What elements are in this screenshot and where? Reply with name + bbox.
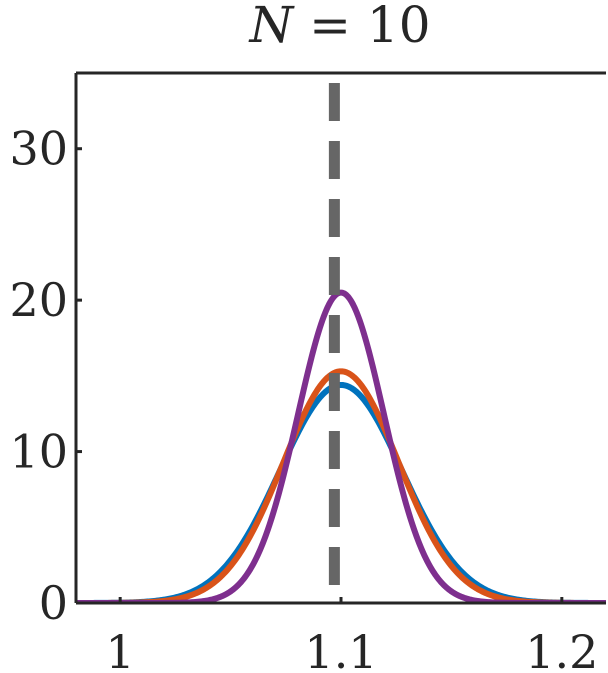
density-curve-3: [76, 289, 606, 603]
ticks: 0 10 20 30 1 1.1 1.2: [9, 122, 598, 673]
y-tick-label: 0: [39, 576, 68, 630]
density-curve-2: [76, 368, 606, 603]
y-tick-label: 30: [9, 122, 68, 176]
density-curve-1: [76, 381, 606, 603]
x-tick-label: 1.1: [304, 625, 377, 673]
series-layer: [76, 289, 606, 603]
y-tick-label: 20: [9, 273, 68, 327]
y-tick-label: 10: [9, 425, 68, 479]
x-tick-label: 1: [106, 625, 135, 673]
axes: [74, 71, 606, 605]
x-tick-label: 1.2: [525, 625, 598, 673]
chart-title: N = 10: [248, 0, 430, 54]
